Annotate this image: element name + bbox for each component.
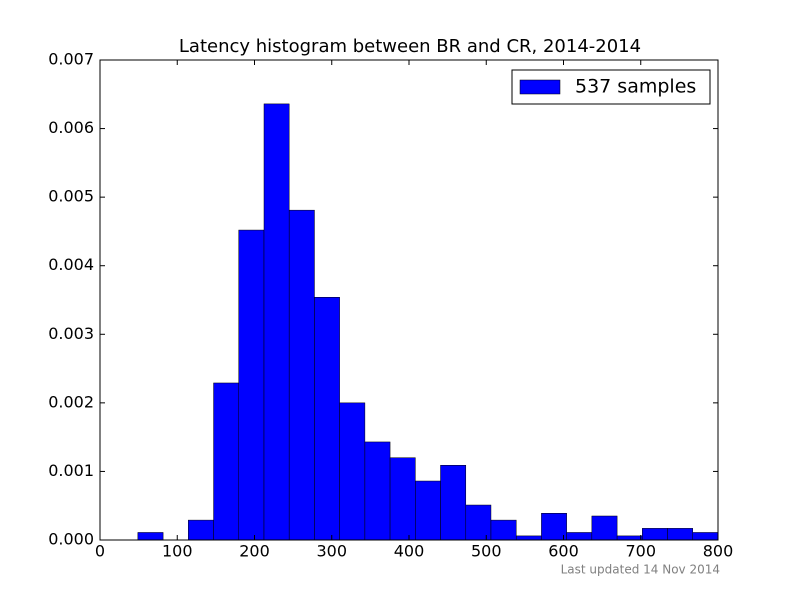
y-tick-label: 0.003 <box>48 324 94 343</box>
bar <box>137 532 164 541</box>
y-tick-label: 0.001 <box>48 461 94 480</box>
bar <box>465 504 492 541</box>
bar <box>415 480 441 541</box>
bar <box>389 457 416 541</box>
bar <box>642 528 668 541</box>
footnote: Last updated 14 Nov 2014 <box>561 563 720 577</box>
legend-swatch <box>519 79 561 95</box>
bar <box>364 441 391 541</box>
y-tick-label: 0.000 <box>48 530 94 549</box>
y-tick-label: 0.002 <box>48 392 94 411</box>
bar <box>288 209 315 541</box>
bar <box>566 532 593 541</box>
bar <box>541 513 567 541</box>
legend-label: 537 samples <box>575 76 696 98</box>
x-tick-label: 0 <box>95 542 105 561</box>
bar <box>339 402 366 541</box>
y-tick-label: 0.006 <box>48 118 94 137</box>
legend-box <box>511 69 711 105</box>
bar <box>213 382 239 541</box>
x-tick-label: 200 <box>239 542 270 561</box>
bar <box>440 465 467 541</box>
bar <box>263 103 290 541</box>
x-tick-label: 600 <box>548 542 579 561</box>
x-tick-label: 500 <box>471 542 502 561</box>
y-tick-label: 0.007 <box>48 50 94 69</box>
bar <box>692 532 719 541</box>
bar <box>314 297 340 541</box>
bar <box>616 535 643 541</box>
y-tick-label: 0.004 <box>48 255 94 274</box>
bar <box>515 535 542 541</box>
bar <box>667 528 693 541</box>
bar <box>490 519 517 541</box>
bar <box>188 519 214 541</box>
bar <box>238 229 265 541</box>
x-tick-label: 400 <box>394 542 425 561</box>
y-tick-label: 0.005 <box>48 187 94 206</box>
x-tick-label: 700 <box>625 542 656 561</box>
chart-title: Latency histogram between BR and CR, 201… <box>179 36 641 57</box>
x-tick-label: 100 <box>162 542 193 561</box>
x-tick-label: 800 <box>703 542 734 561</box>
bar <box>591 515 618 541</box>
x-tick-label: 300 <box>316 542 347 561</box>
